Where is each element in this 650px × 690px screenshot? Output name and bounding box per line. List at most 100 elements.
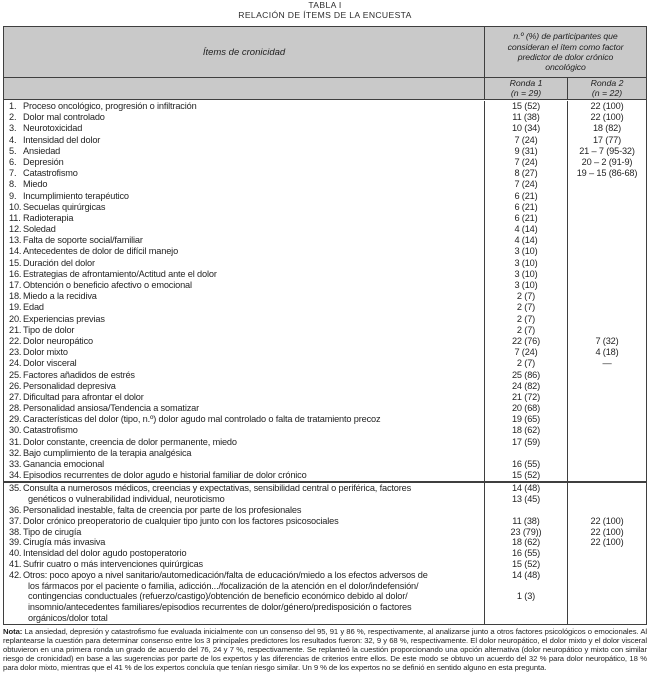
item-label: Tipo de cirugía <box>23 526 82 537</box>
item-number: 23. <box>9 347 22 358</box>
ronda1-value <box>485 602 567 613</box>
item-label: Neurotoxicidad <box>23 123 83 134</box>
item-number: 24. <box>9 358 22 369</box>
item-number: 12. <box>9 224 22 235</box>
ronda2-cell <box>567 504 646 516</box>
ronda1-cell: 2 (7) <box>484 313 567 325</box>
ronda2-cell <box>567 548 646 559</box>
table-row: 4. Intensidad del dolor 7 (24) 17 (77) <box>4 134 646 146</box>
item-cell: 22. Dolor neuropático <box>4 336 484 347</box>
ronda2-n: (n = 22) <box>591 87 623 98</box>
ronda1-cell: 7 (24) <box>484 156 567 169</box>
item-cell: 17. Obtención o beneficio afectivo o emoc… <box>4 280 484 291</box>
ronda1-cell: 15 (52) <box>484 470 567 482</box>
table-row: 37. Dolor crónico preoperatorio de cualqu… <box>4 515 646 527</box>
table-row: 41. Sufrir cuatro o más intervenciones qu… <box>4 558 646 570</box>
item-cell: 41. Sufrir cuatro o más intervenciones qu… <box>4 559 484 570</box>
table-row: 30. Catastrofismo 18 (62) <box>4 425 646 437</box>
table-row: 1. Proceso oncológico, progresión o infil… <box>4 101 646 113</box>
item-label: Personalidad inestable, falta de creenci… <box>23 504 302 515</box>
participants-header-line: predictor de dolor crónico <box>517 52 614 62</box>
table-title: TABLA I <box>308 0 342 10</box>
ronda1-cell <box>484 447 567 459</box>
ronda2-cell <box>567 459 646 471</box>
table-row: 7. Catastrofismo 8 (27) 19 – 15 (86-68) <box>4 168 646 180</box>
ronda1-value <box>485 613 567 624</box>
ronda2-cell: 4 (18) <box>567 347 646 359</box>
item-label: Estrategias de afrontamiento/Actitud ant… <box>23 268 217 279</box>
item-number: 25. <box>9 369 22 380</box>
table-row: 39. Cirugía más invasiva 18 (62) 22 (100) <box>4 537 646 549</box>
table-row: 33. Ganancia emocional 16 (55) <box>4 459 646 471</box>
table-subtitle: RELACIÓN DE ÍTEMS DE LA ENCUESTA <box>238 9 412 20</box>
item-number: 1. <box>9 101 17 111</box>
ronda1-cell: 16 (55) <box>484 548 567 559</box>
item-label: Miedo <box>23 179 48 190</box>
ronda1-value: 15 (52) <box>511 558 541 569</box>
ronda1-cell: 3 (10) <box>484 246 567 258</box>
item-label: Miedo a la recidiva <box>23 291 97 302</box>
item-line: contingencias conductuales (refuerzo/cas… <box>28 591 408 602</box>
ronda2-cell <box>567 558 646 570</box>
ronda1-cell: 15 (52) <box>484 558 567 570</box>
table-row: 5. Ansiedad 9 (31) 21 – 7 (95-32) <box>4 145 646 157</box>
item-cell: 13. Falta de soporte social/familiar <box>4 235 484 246</box>
item-number: 41. <box>9 558 22 569</box>
ronda1-cell: 9 (31) <box>484 145 567 157</box>
item-number: 34. <box>9 470 22 481</box>
ronda1-cell: 11 (38) <box>484 112 567 124</box>
ronda-header-spacer <box>4 78 484 99</box>
ronda2-cell: 22 (100) <box>567 537 646 549</box>
item-cell: 6. Depresión <box>4 157 484 168</box>
item-cell: 32. Bajo cumplimiento de la terapia analg… <box>4 448 484 459</box>
table-row: 29. Características del dolor (tipo, n.º)… <box>4 414 646 426</box>
table-row: 11. Radioterapia 6 (21) <box>4 212 646 225</box>
ronda1-value <box>485 505 567 516</box>
ronda2-value <box>568 570 646 581</box>
ronda2-cell <box>567 425 646 437</box>
ronda2-cell <box>567 246 646 258</box>
item-cell: 24. Dolor visceral <box>4 358 484 369</box>
ronda2-cell <box>567 447 646 459</box>
ronda1-value: 16 (55) <box>511 548 541 559</box>
item-label: Tipo de dolor <box>23 324 75 335</box>
item-number: 16. <box>9 268 22 279</box>
ronda2-cell <box>567 268 646 280</box>
item-cell: 18. Miedo a la recidiva <box>4 291 484 302</box>
item-line: 37. Dolor crónico preoperatorio de cualqu… <box>9 516 484 527</box>
ronda2-cell <box>567 483 646 505</box>
ronda2-value <box>568 613 646 624</box>
ronda2-cell: 22 (100) <box>567 526 646 538</box>
table-row: 31. Dolor constante, creencia de dolor pe… <box>4 436 646 448</box>
item-label: Edad <box>23 302 44 313</box>
table-row: 9. Incumplimiento terapéutico 6 (21) <box>4 190 646 202</box>
item-label: Otros: poco apoyo a nivel sanitario/auto… <box>23 569 428 580</box>
ronda2-cell <box>567 201 646 213</box>
ronda2-cell <box>567 190 646 202</box>
ronda2-cell <box>567 569 646 624</box>
item-cell: 23. Dolor mixto <box>4 347 484 358</box>
item-cell: 26. Personalidad depresiva <box>4 381 484 392</box>
ronda1-cell: 8 (27) <box>484 168 567 180</box>
table-row: 34. Episodios recurrentes de dolor agudo … <box>4 470 646 482</box>
ronda1-cell: 3 (10) <box>484 268 567 280</box>
ronda2-value <box>568 559 646 570</box>
item-cell: 3. Neurotoxicidad <box>4 123 484 134</box>
ronda2-cell: 7 (32) <box>567 335 646 348</box>
item-cell: 20. Experiencias previas <box>4 314 484 325</box>
ronda1-column-header: Ronda 1 (n = 29) <box>484 78 567 99</box>
table-row: 20. Experiencias previas 2 (7) <box>4 313 646 325</box>
ronda1-cell: 4 (14) <box>484 224 567 236</box>
table-row: 13. Falta de soporte social/familiar 4 (14… <box>4 235 646 247</box>
table-row: 23. Dolor mixto 7 (24) 4 (18) <box>4 347 646 359</box>
ronda2-cell: 22 (100) <box>567 101 646 113</box>
item-label: Intensidad del dolor <box>23 134 101 145</box>
ronda1-cell <box>484 504 567 516</box>
ronda1-cell: 21 (72) <box>484 391 567 404</box>
item-line: 38. Tipo de cirugía <box>9 527 484 538</box>
item-number: 19. <box>9 302 22 313</box>
table-row: 10. Secuelas quirúrgicas 6 (21) <box>4 201 646 213</box>
item-label: Radioterapia <box>23 212 74 223</box>
ronda2-value <box>568 548 646 559</box>
participants-column-header: n.º (%) de participantes que consideran … <box>484 27 646 77</box>
